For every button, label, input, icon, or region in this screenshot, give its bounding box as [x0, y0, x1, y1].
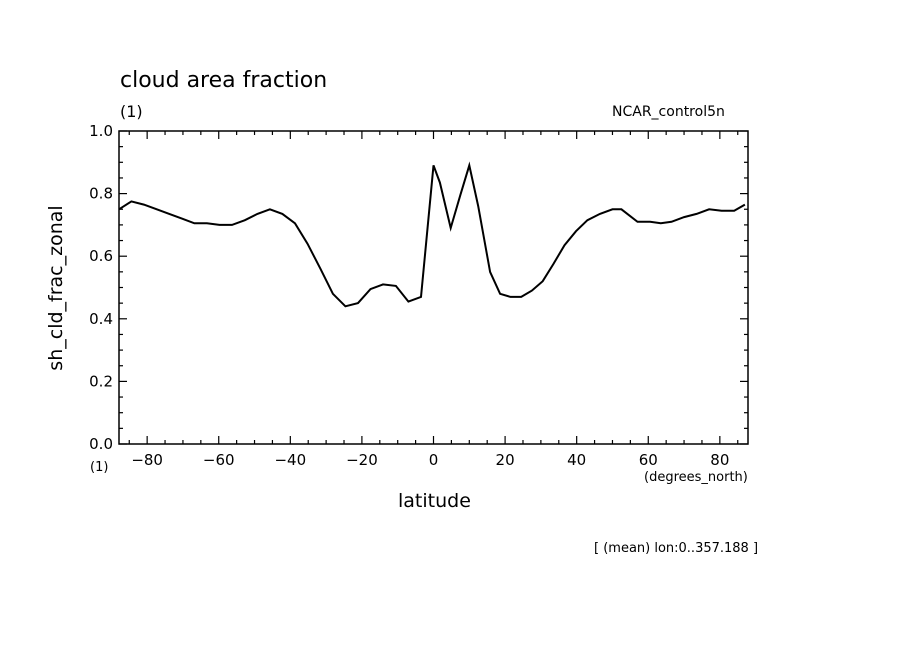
- x-axis-unit: (degrees_north): [644, 470, 748, 485]
- x-tick-label: 60: [639, 451, 658, 469]
- x-tick-label: 0: [429, 451, 439, 469]
- title-unit: (1): [120, 102, 143, 121]
- y-tick-label: 0.2: [89, 372, 113, 390]
- x-tick-label: 20: [496, 451, 515, 469]
- x-tick-label: −20: [346, 451, 378, 469]
- experiment-label: NCAR_control5n: [612, 104, 725, 120]
- x-axis-label: latitude: [398, 490, 471, 512]
- y-tick-label: 1.0: [89, 122, 113, 140]
- x-tick-label: 80: [710, 451, 729, 469]
- x-tick-label: −40: [274, 451, 306, 469]
- series-line: [118, 161, 746, 308]
- x-tick-label: −80: [131, 451, 163, 469]
- y-tick-label: 0.8: [89, 185, 113, 203]
- tick-labels-group: −80 −60 −40 −20 0 20 40 60 80 0.0 0.2 0.4 0.6 0.8 1.0: [89, 122, 729, 469]
- y-axis-unit: (1): [90, 460, 109, 475]
- ticks-group: [119, 130, 748, 445]
- y-tick-label: 0.6: [89, 247, 113, 265]
- footer-annotation: [ (mean) lon:0..357.188 ]: [594, 541, 759, 556]
- y-tick-label: 0.4: [89, 310, 113, 328]
- x-tick-label: 40: [567, 451, 586, 469]
- x-tick-label: −60: [203, 451, 235, 469]
- plot-frame: [118, 130, 749, 445]
- chart-title: cloud area fraction: [120, 68, 328, 93]
- y-tick-label: 0.0: [89, 435, 113, 453]
